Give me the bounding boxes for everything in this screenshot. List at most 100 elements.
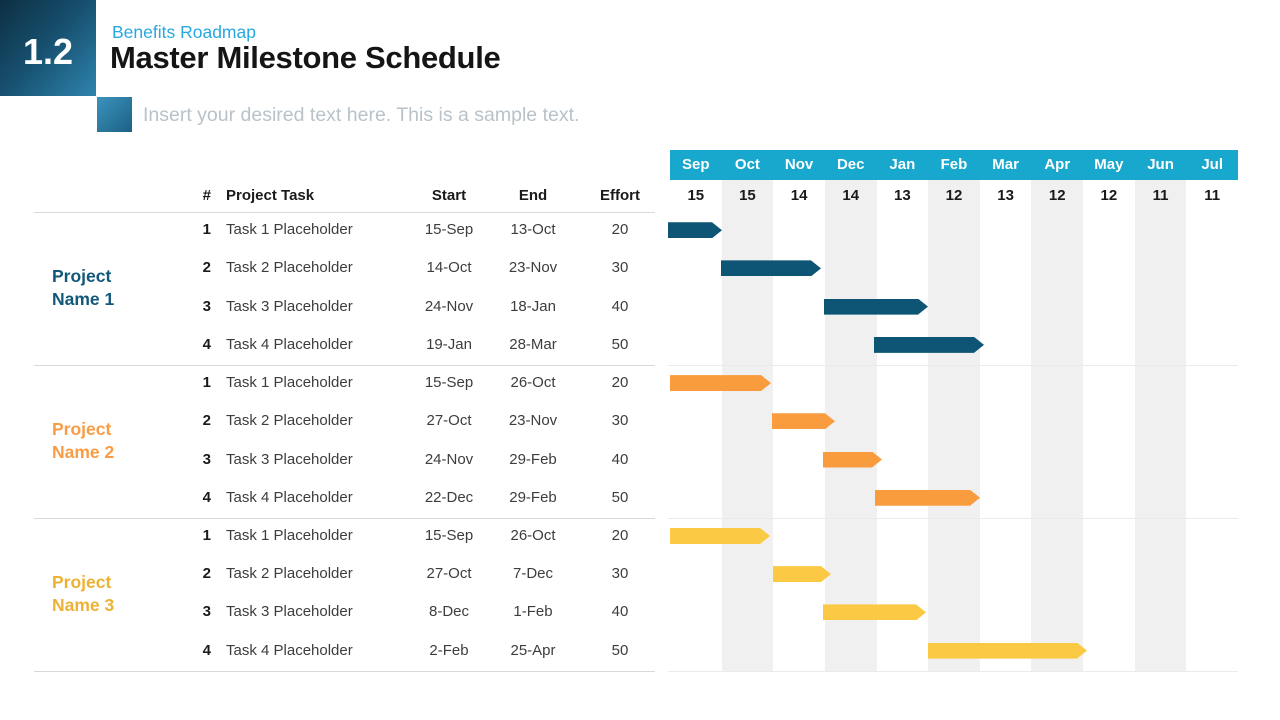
task-end: 29-Feb — [509, 450, 557, 468]
task-start: 15-Sep — [424, 526, 474, 544]
task-end: 18-Jan — [510, 297, 556, 315]
table-row: 1 Task 1 Placeholder 15-Sep 26-Oct 20 — [0, 373, 660, 393]
task-effort: 30 — [611, 412, 629, 430]
gantt-start-day: 13 — [894, 187, 911, 204]
task-number: 3 — [202, 297, 211, 315]
task-end: 26-Oct — [510, 526, 556, 544]
gantt-month-label: Mar — [992, 156, 1019, 173]
gantt-start-day: 13 — [997, 187, 1014, 204]
task-start: 24-Nov — [424, 450, 474, 468]
table-row: 2 Task 2 Placeholder 27-Oct 7-Dec 30 — [0, 564, 660, 584]
gantt-start-day: 12 — [945, 187, 963, 204]
gantt-start-day: 11 — [1204, 187, 1221, 204]
gantt-start-day: 14 — [790, 187, 808, 204]
task-name: Task 4 Placeholder — [226, 488, 353, 506]
task-start: 15-Sep — [424, 221, 474, 239]
gantt-month-header-bar — [670, 150, 1238, 180]
table-row: 3 Task 3 Placeholder 24-Nov 29-Feb 40 — [0, 450, 660, 470]
table-row: 3 Task 3 Placeholder 8-Dec 1-Feb 40 — [0, 602, 660, 622]
gantt-bar — [773, 566, 831, 582]
project-name-line: Name 2 — [52, 442, 115, 463]
gantt-start-day: 12 — [1100, 187, 1118, 204]
gantt-month-label: Oct — [734, 156, 760, 173]
task-number: 1 — [202, 526, 211, 544]
gantt-start-day: 15 — [687, 187, 705, 204]
task-start: 2-Feb — [429, 641, 469, 659]
gantt-column-stripe — [721, 180, 774, 672]
eyebrow-label: Benefits Roadmap — [112, 22, 256, 42]
table-row: 1 Task 1 Placeholder 15-Sep 13-Oct 20 — [0, 220, 660, 240]
column-header-number: # — [202, 187, 211, 204]
task-name: Task 1 Placeholder — [226, 374, 353, 392]
gantt-column-stripe — [1031, 180, 1084, 672]
task-number: 4 — [202, 488, 211, 506]
project-name-label: Project Name 1 — [52, 265, 182, 311]
task-end: 23-Nov — [508, 412, 558, 430]
column-header-start: Start — [431, 187, 467, 204]
gantt-divider-line — [668, 364, 1238, 366]
gantt-divider-line — [668, 517, 1238, 519]
task-effort: 50 — [611, 335, 629, 353]
table-divider-line — [34, 517, 655, 519]
task-end: 29-Feb — [509, 488, 557, 506]
task-start: 24-Nov — [424, 297, 474, 315]
task-number: 2 — [202, 412, 211, 430]
task-end: 25-Apr — [510, 641, 556, 659]
task-effort: 50 — [611, 641, 629, 659]
project-name-line: Project — [52, 419, 112, 440]
task-end: 26-Oct — [510, 374, 556, 392]
gantt-month-label: Nov — [784, 156, 814, 173]
task-effort: 20 — [611, 221, 629, 239]
gantt-bar — [668, 222, 722, 238]
project-name-label: Project Name 2 — [52, 418, 182, 464]
task-name: Task 4 Placeholder — [226, 335, 353, 353]
task-end: 1-Feb — [513, 603, 553, 621]
table-row: 3 Task 3 Placeholder 24-Nov 18-Jan 40 — [0, 297, 660, 317]
task-start: 22-Dec — [424, 488, 474, 506]
gantt-divider-line — [668, 670, 1238, 672]
task-name: Task 2 Placeholder — [226, 412, 353, 430]
page-title: Master Milestone Schedule — [110, 40, 501, 75]
gantt-bar — [823, 452, 882, 468]
gantt-bar — [874, 337, 984, 353]
task-start: 19-Jan — [426, 335, 472, 353]
task-name: Task 2 Placeholder — [226, 259, 353, 277]
task-name: Task 2 Placeholder — [226, 565, 353, 583]
task-name: Task 4 Placeholder — [226, 641, 353, 659]
gantt-month-label: Jan — [889, 156, 916, 173]
table-row: 4 Task 4 Placeholder 22-Dec 29-Feb 50 — [0, 488, 660, 508]
table-divider-line — [34, 211, 655, 213]
task-effort: 40 — [611, 603, 629, 621]
table-row: 2 Task 2 Placeholder 27-Oct 23-Nov 30 — [0, 411, 660, 431]
gantt-month-label: Dec — [836, 156, 865, 173]
project-name-line: Name 1 — [52, 289, 115, 310]
project-name-line: Project — [52, 572, 112, 593]
task-number: 1 — [202, 221, 211, 239]
gantt-month-label: Apr — [1044, 156, 1071, 173]
project-name-line: Project — [52, 266, 112, 287]
task-name: Task 1 Placeholder — [226, 526, 353, 544]
gantt-bar — [670, 528, 770, 544]
table-row: 4 Task 4 Placeholder 19-Jan 28-Mar 50 — [0, 335, 660, 355]
task-effort: 20 — [611, 526, 629, 544]
slide-number-box: 1.2 — [0, 0, 96, 96]
task-start: 8-Dec — [428, 603, 469, 621]
table-row: 4 Task 4 Placeholder 2-Feb 25-Apr 50 — [0, 641, 660, 661]
task-effort: 20 — [611, 374, 629, 392]
gantt-month-label: Jul — [1201, 156, 1224, 173]
task-end: 23-Nov — [508, 259, 558, 277]
task-number: 1 — [202, 374, 211, 392]
task-effort: 30 — [611, 259, 629, 277]
task-name: Task 3 Placeholder — [226, 603, 353, 621]
task-number: 4 — [202, 335, 211, 353]
task-start: 27-Oct — [426, 565, 472, 583]
task-start: 27-Oct — [426, 412, 472, 430]
task-name: Task 3 Placeholder — [226, 450, 353, 468]
subtitle-accent-square — [97, 97, 132, 132]
task-effort: 30 — [611, 565, 629, 583]
gantt-start-day: 12 — [1048, 187, 1066, 204]
task-number: 3 — [202, 603, 211, 621]
project-name-label: Project Name 3 — [52, 571, 182, 617]
task-effort: 40 — [611, 450, 629, 468]
